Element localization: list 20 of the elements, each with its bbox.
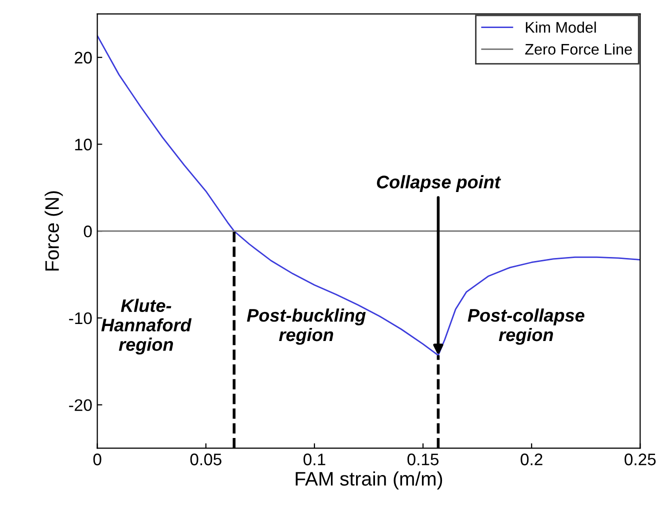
y-tick-label: -20 [69,399,92,412]
legend-label: Zero Force Line [525,43,632,55]
x-tick-label: 0.15 [407,454,439,466]
x-tick-label: 0 [93,454,102,466]
annotation: Post-collapse region [468,308,584,345]
annotation: Collapse point [376,175,502,192]
legend-label: Kim Model [526,22,596,33]
x-tick-label: 0.05 [190,454,222,466]
y-tick-label: 20 [74,52,92,64]
x-tick-label: 0.25 [624,454,656,466]
annotation: Klute- Hannaford region [101,298,192,355]
x-tick-label: 0.1 [304,454,326,466]
annotation: Post-buckling region [246,308,366,345]
y-tick-label: 10 [75,138,92,150]
x-axis-title: FAM strain (m/m) [296,471,442,490]
x-tick-label: 0.2 [520,454,542,466]
y-axis-title: Force (N) [44,191,63,271]
line-series [97,34,640,356]
y-tick-label: 0 [84,226,92,238]
y-tick-label: -10 [69,312,92,324]
